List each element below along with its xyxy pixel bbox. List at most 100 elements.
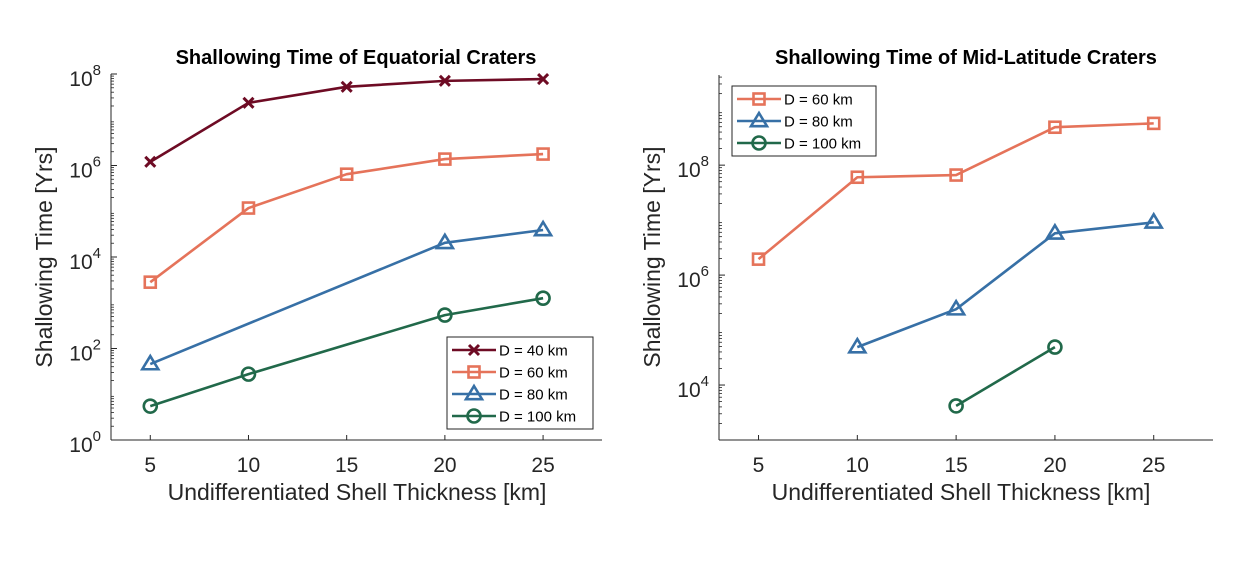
y-tick-label: 104 [677,373,709,402]
legend: D = 40 km D = 60 km D = 80 km D = 100 km [446,336,594,430]
data-point-marker [949,168,963,182]
y-tick-exponent: 0 [93,428,101,445]
legend-label: D = 40 km [499,343,568,360]
data-point-marker [850,170,865,185]
legend-label: D = 60 km [784,92,853,109]
legend-label: D = 80 km [499,387,568,404]
legend-label: D = 100 km [499,409,576,426]
x-tick-label: 5 [144,454,156,477]
data-point-marker [438,74,451,87]
y-tick-base: 10 [677,379,700,402]
legend-label: D = 100 km [784,136,861,153]
y-tick-base: 10 [69,343,92,366]
legend-item: D = 80 km [737,110,853,131]
legend-marker [748,110,770,128]
y-tick-base: 10 [677,159,700,182]
mid-latitude-craters-chart: Shallowing Time of Mid-Latitude Craters … [639,47,1213,505]
y-tick-label: 106 [69,154,101,183]
x-tick-label: 20 [1043,454,1066,477]
series-d-100-km [142,290,551,414]
data-point-marker [1044,222,1066,240]
y-tick-label: 104 [69,245,101,274]
y-axis-label: Shallowing Time [Yrs] [639,146,665,367]
data-point-marker [242,96,255,109]
data-point-marker [535,290,551,306]
series-line [757,122,1154,261]
x-tick-label: 25 [531,454,554,477]
y-tick-label: 106 [677,263,709,292]
data-point-marker [948,398,964,414]
y-tick-exponent: 6 [93,154,101,171]
data-point-marker [240,366,257,382]
y-tick-exponent: 4 [93,245,101,262]
series-d-80-km [847,211,1165,354]
series-d-40-km [144,72,550,168]
data-point-marker [1048,120,1062,135]
y-tick-exponent: 8 [701,153,709,170]
series-line [856,221,1154,349]
x-axis-label: Undifferentiated Shell Thickness [km] [168,479,547,505]
x-tick-label: 5 [753,454,765,477]
series-line [149,296,544,408]
data-point-marker [241,201,256,215]
equatorial-craters-chart: Shallowing Time of Equatorial Craters Un… [31,47,602,505]
x-tick-label: 15 [335,454,358,477]
y-tick-label: 108 [677,153,709,182]
data-point-marker [144,155,157,168]
legend-label: D = 80 km [784,114,853,131]
series-d-60-km [751,116,1161,266]
chart-title: Shallowing Time of Equatorial Craters [176,47,537,69]
legend-marker [467,343,481,357]
legend-label: D = 60 km [499,365,568,382]
series-line [149,77,544,163]
data-point-marker [532,219,554,237]
legend-item: D = 100 km [737,135,861,153]
y-tick-base: 10 [69,434,92,457]
legend-marker [463,383,485,401]
y-tick-exponent: 6 [701,263,709,280]
legend-item: D = 60 km [737,92,853,109]
y-tick-base: 10 [677,269,700,292]
series-d-60-km [143,147,550,289]
legend-item: D = 100 km [452,408,576,426]
data-point-marker [945,298,967,316]
x-tick-label: 15 [944,454,967,477]
data-point-marker [139,353,161,371]
data-point-marker [438,152,452,166]
series-d-100-km [948,339,1063,414]
legend-marker [467,365,481,379]
data-point-marker [751,252,766,266]
legend-item: D = 40 km [452,343,568,360]
series-line [149,228,544,366]
y-tick-label: 108 [69,62,101,91]
data-point-marker [340,80,353,93]
data-point-marker [142,398,159,414]
data-point-marker [143,275,158,289]
data-point-marker [1143,211,1165,229]
x-tick-label: 20 [433,454,456,477]
x-tick-label: 25 [1142,454,1165,477]
legend-marker [751,135,767,151]
data-point-marker [847,336,868,354]
legend-marker [466,408,482,424]
x-tick-label: 10 [846,454,869,477]
data-point-marker [437,307,453,323]
legend-marker [752,92,766,106]
x-tick-label: 10 [237,454,260,477]
data-point-marker [1047,339,1063,355]
y-tick-label: 100 [69,428,101,457]
data-point-marker [1146,116,1161,131]
data-point-marker [434,232,456,250]
data-point-marker [537,72,550,86]
series-line [955,345,1056,408]
y-axis-label: Shallowing Time [Yrs] [31,146,57,367]
series-line [149,152,544,284]
data-point-marker [339,167,354,181]
legend-item: D = 60 km [452,365,568,382]
x-axis-label: Undifferentiated Shell Thickness [km] [772,479,1151,505]
series-d-80-km [139,219,554,371]
y-tick-base: 10 [69,68,92,91]
data-point-marker [536,147,550,161]
y-tick-exponent: 4 [701,373,709,390]
